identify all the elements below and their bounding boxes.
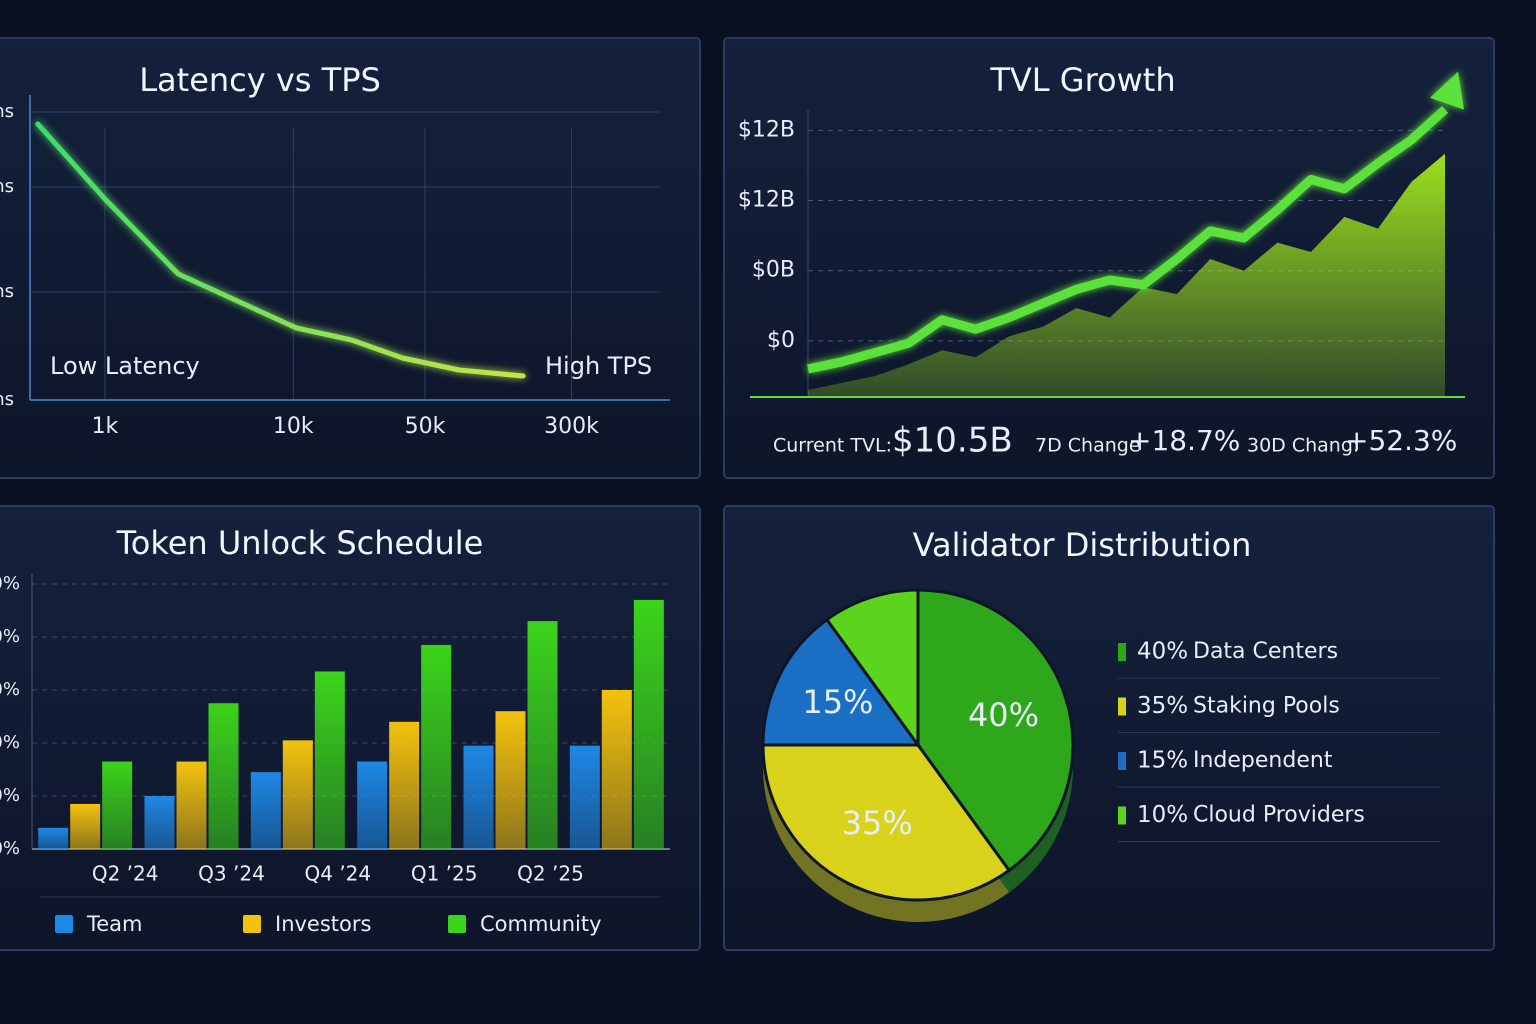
bar — [176, 761, 207, 849]
bar — [527, 621, 558, 849]
bar — [314, 671, 345, 849]
x-tick-label: Q4 ’24 — [305, 862, 372, 886]
x-tick-label: 10k — [273, 414, 314, 439]
bar — [250, 772, 281, 849]
area — [808, 153, 1445, 397]
y-tick-label: 80% — [0, 626, 20, 647]
bar — [70, 803, 101, 849]
slice-label: 35% — [842, 804, 913, 842]
legend-value: 10% — [1137, 802, 1188, 828]
slice — [761, 743, 1012, 902]
chart-title: TVL Growth — [989, 61, 1175, 99]
y-tick-label: 0% — [0, 838, 20, 859]
annotation: High TPS — [545, 352, 652, 380]
legend-label: Staking Pools — [1193, 694, 1340, 719]
charts: ns ns ns ns 1k 10k 50k 300k Low Latency High TPS $… — [0, 71, 1465, 936]
bar — [208, 703, 239, 849]
chart-title: Validator Distribution — [913, 526, 1252, 564]
chart-title: Latency vs TPS — [139, 61, 381, 99]
legend-swatch — [243, 915, 261, 933]
legend-swatch — [1118, 806, 1126, 825]
legend-value: 35% — [1137, 693, 1188, 719]
stat-value: +18.7% — [1128, 424, 1240, 457]
legend-label: Cloud Providers — [1193, 803, 1365, 828]
legend-label: Independent — [1193, 748, 1333, 773]
bar — [102, 761, 133, 849]
y-tick-label: 100% — [0, 573, 20, 594]
chart-title: Token Unlock Schedule — [116, 524, 484, 562]
y-tick-label: 40% — [0, 732, 20, 753]
legend-swatch — [1118, 643, 1126, 661]
slice-label: 40% — [968, 696, 1039, 734]
legend-swatch — [448, 915, 466, 933]
y-tick-label: ns — [0, 281, 14, 302]
stat-value: $10.5B — [892, 421, 1013, 461]
annotation: Low Latency — [50, 352, 200, 380]
x-tick-label: Q3 ’24 — [198, 862, 265, 886]
x-tick-label: Q2 ’25 — [517, 862, 584, 886]
stat-label: 7D Change — [1035, 435, 1141, 457]
y-tick-label: ns — [0, 389, 14, 410]
slice-label: 15% — [802, 683, 873, 721]
x-tick-label: 300k — [544, 414, 599, 439]
line — [807, 106, 1449, 374]
x-tick-label: Q2 ’24 — [92, 862, 159, 886]
legend-label: Data Centers — [1193, 639, 1338, 664]
legend-swatch — [55, 915, 73, 933]
panel — [0, 37, 701, 479]
bar — [463, 745, 494, 849]
y-tick-label: $12B — [738, 188, 795, 213]
bar — [421, 644, 452, 849]
y-tick-label: ns — [0, 101, 14, 122]
legend-value: 40% — [1137, 639, 1188, 665]
y-tick-label: $12B — [738, 117, 795, 142]
legend-swatch — [1118, 752, 1126, 770]
y-tick-label: $0 — [767, 328, 795, 353]
stat-label: 30D Chang: — [1247, 435, 1359, 457]
y-tick-label: $0B — [752, 258, 795, 283]
arrow-head — [1429, 71, 1464, 110]
bar — [282, 740, 313, 849]
bar — [357, 761, 388, 849]
y-tick-label: 60% — [0, 679, 20, 700]
legend-label: Community — [480, 912, 602, 936]
y-tick-label: ns — [0, 176, 14, 197]
bar — [633, 599, 664, 849]
stat-label: Current TVL: — [773, 435, 892, 457]
slice — [916, 588, 1075, 873]
slice — [761, 617, 921, 747]
line — [35, 121, 526, 379]
bar — [495, 711, 526, 849]
bar — [601, 690, 632, 849]
x-tick-label: 50k — [405, 414, 446, 439]
x-tick-label: Q1 ’25 — [411, 862, 478, 886]
legend-swatch — [1118, 697, 1126, 716]
bar — [389, 721, 420, 849]
bar — [144, 796, 175, 849]
legend-value: 15% — [1137, 748, 1188, 774]
bar — [38, 827, 69, 849]
bar — [569, 745, 600, 849]
legend-label: Team — [86, 912, 143, 936]
y-tick-label: 20% — [0, 785, 20, 806]
slice — [824, 588, 920, 750]
x-tick-label: 1k — [92, 414, 119, 439]
legend-label: Investors — [275, 912, 371, 936]
stat-value: +52.3% — [1345, 424, 1457, 457]
